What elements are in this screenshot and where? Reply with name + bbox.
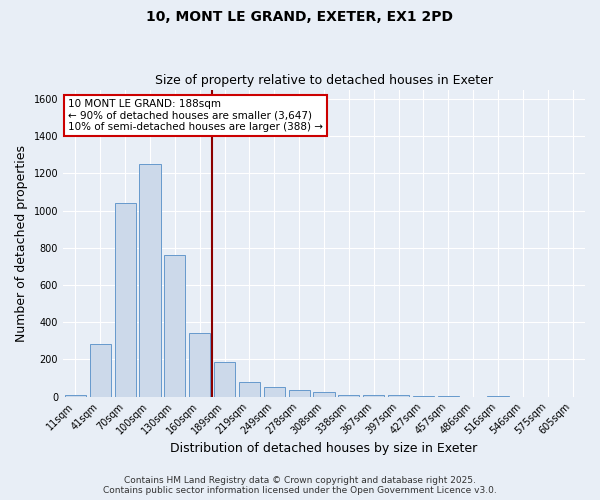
Bar [264,388,285,396]
Bar [239,382,260,396]
X-axis label: Distribution of detached houses by size in Exeter: Distribution of detached houses by size … [170,442,478,455]
Bar [388,395,409,396]
Bar [164,255,185,396]
Bar [189,334,211,396]
Bar [139,164,161,396]
Bar [214,362,235,396]
Bar [115,203,136,396]
Title: Size of property relative to detached houses in Exeter: Size of property relative to detached ho… [155,74,493,87]
Bar [338,394,359,396]
Text: 10 MONT LE GRAND: 188sqm
← 90% of detached houses are smaller (3,647)
10% of sem: 10 MONT LE GRAND: 188sqm ← 90% of detach… [68,99,323,132]
Bar [363,395,384,396]
Y-axis label: Number of detached properties: Number of detached properties [15,144,28,342]
Text: Contains HM Land Registry data © Crown copyright and database right 2025.
Contai: Contains HM Land Registry data © Crown c… [103,476,497,495]
Text: 10, MONT LE GRAND, EXETER, EX1 2PD: 10, MONT LE GRAND, EXETER, EX1 2PD [146,10,454,24]
Bar [90,344,111,397]
Bar [289,390,310,396]
Bar [313,392,335,396]
Bar [65,394,86,396]
